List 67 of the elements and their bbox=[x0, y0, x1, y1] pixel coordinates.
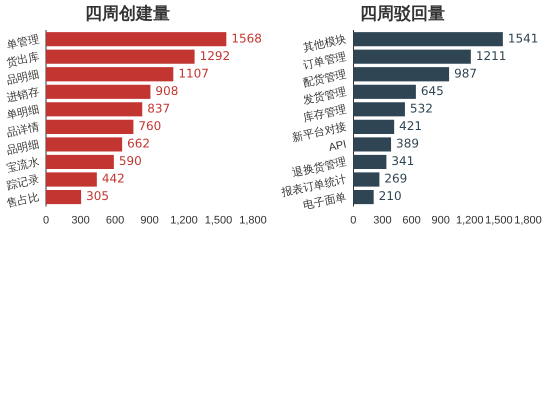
x-tick-label: 1,500 bbox=[485, 214, 513, 226]
y-tick-label: 品明细 bbox=[6, 68, 40, 88]
x-tick-label: 1,800 bbox=[514, 214, 542, 226]
data-label: 590 bbox=[118, 154, 142, 168]
chart-title: 四周驳回量 bbox=[360, 4, 445, 23]
bar bbox=[353, 50, 471, 64]
data-label: 269 bbox=[384, 172, 408, 186]
y-tick-label: 单管理 bbox=[5, 32, 40, 52]
bar bbox=[46, 120, 134, 134]
bar bbox=[46, 102, 142, 116]
data-label: 645 bbox=[420, 84, 444, 98]
bar bbox=[46, 154, 114, 170]
x-tick-label: 900 bbox=[140, 214, 159, 226]
bar bbox=[46, 172, 97, 187]
chart-title: 四周创建量 bbox=[85, 4, 170, 23]
x-tick-label: 0 bbox=[42, 214, 50, 226]
y-tick-label: API bbox=[328, 138, 348, 154]
y-tick-label: 进销存 bbox=[5, 84, 40, 105]
bar bbox=[46, 32, 226, 46]
x-tick-label: 600 bbox=[106, 214, 124, 226]
y-tick-label: 宝流水 bbox=[5, 155, 40, 175]
data-label: 837 bbox=[147, 101, 170, 116]
x-tick-label: 300 bbox=[71, 214, 90, 226]
y-tick-label: 品明细 bbox=[6, 138, 40, 158]
bar bbox=[353, 190, 374, 204]
x-tick-label: 1,800 bbox=[239, 214, 267, 226]
bar bbox=[353, 154, 386, 170]
x-tick-label: 0 bbox=[350, 214, 356, 226]
data-label: 760 bbox=[138, 118, 162, 133]
bar bbox=[46, 137, 122, 152]
data-label: 305 bbox=[86, 189, 109, 204]
x-tick-label: 600 bbox=[402, 214, 421, 226]
bar bbox=[46, 50, 195, 64]
x-tick-label: 900 bbox=[431, 214, 450, 226]
data-label: 1107 bbox=[178, 66, 209, 80]
data-label: 908 bbox=[155, 84, 178, 98]
bar bbox=[46, 190, 82, 204]
x-tick-label: 1,500 bbox=[204, 214, 232, 226]
bar bbox=[353, 84, 416, 99]
data-label: 389 bbox=[396, 136, 419, 151]
y-tick-label: 单明细 bbox=[5, 102, 40, 122]
bar bbox=[353, 120, 394, 134]
data-label: 1292 bbox=[200, 48, 230, 63]
data-label: 662 bbox=[127, 136, 150, 151]
bar bbox=[353, 172, 380, 187]
data-label: 341 bbox=[391, 154, 414, 168]
data-label: 1211 bbox=[476, 48, 506, 63]
x-tick-label: 300 bbox=[373, 214, 392, 226]
data-label: 442 bbox=[102, 172, 125, 186]
data-label: 421 bbox=[399, 118, 422, 133]
data-label: 1541 bbox=[508, 31, 538, 46]
y-tick-label: 售占比 bbox=[5, 190, 40, 210]
bar bbox=[46, 67, 174, 82]
y-tick-label: 踪记录 bbox=[5, 172, 40, 192]
bar bbox=[353, 102, 405, 116]
data-label: 532 bbox=[410, 101, 433, 116]
bar bbox=[353, 32, 503, 46]
bar bbox=[46, 84, 150, 99]
data-label: 987 bbox=[454, 66, 477, 80]
y-tick-label: 货出库 bbox=[5, 50, 40, 70]
bar bbox=[353, 137, 392, 152]
y-tick-label: 品详情 bbox=[5, 120, 40, 140]
bar bbox=[353, 67, 450, 82]
data-label: 1568 bbox=[231, 31, 262, 46]
data-label: 210 bbox=[378, 189, 402, 204]
x-tick-label: 1,200 bbox=[170, 214, 198, 226]
x-tick-label: 1,200 bbox=[456, 214, 484, 226]
